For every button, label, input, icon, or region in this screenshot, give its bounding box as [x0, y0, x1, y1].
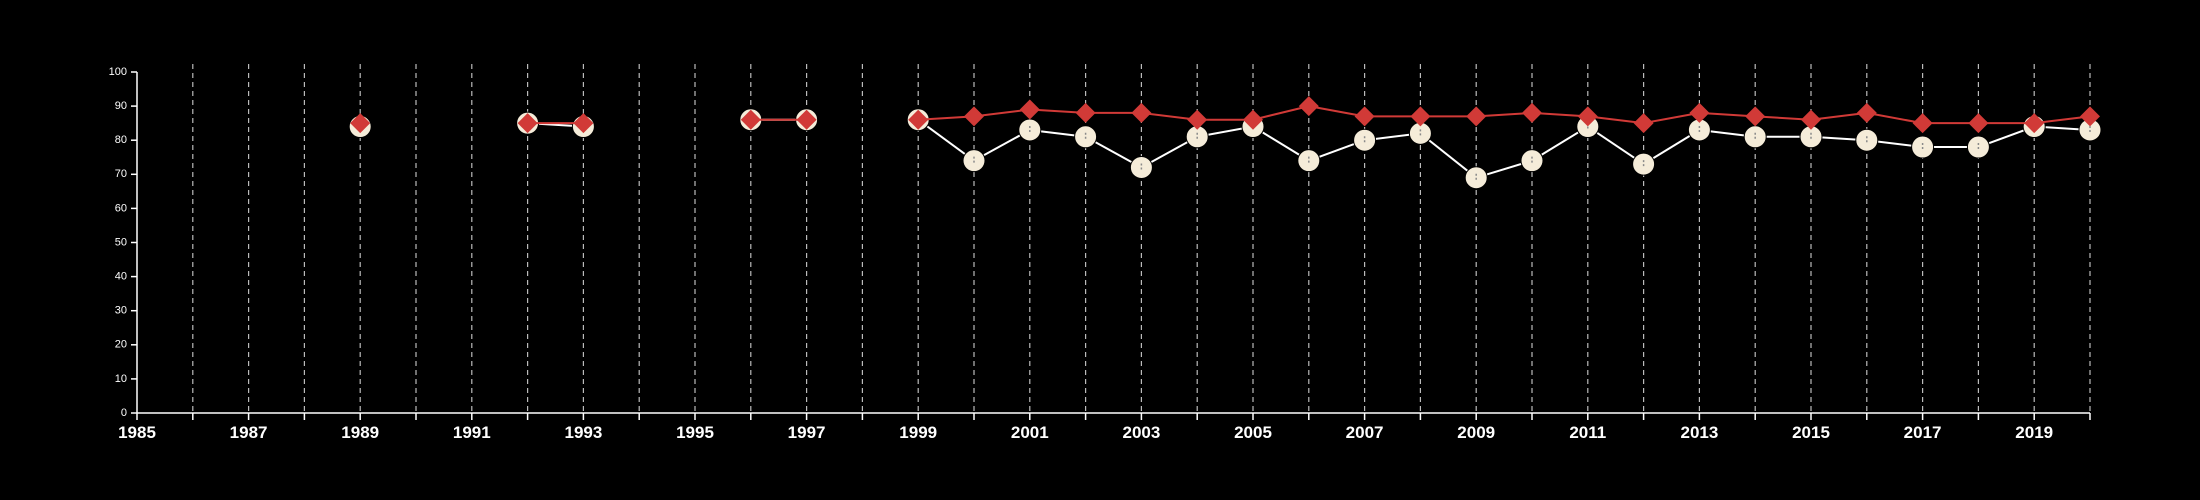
y-tick-label: 90	[115, 100, 127, 112]
diamond-point-2007	[1354, 106, 1375, 127]
x-tick-label: 1985	[118, 423, 156, 442]
series-1-segment	[1587, 115, 1644, 125]
diamond-point-2001	[1019, 99, 1040, 120]
diamond-point-2010	[1522, 102, 1542, 123]
series-layer	[348, 96, 2102, 190]
series-1-segment	[973, 108, 1030, 118]
diamond-point-2015	[1801, 109, 1821, 130]
x-tick-label: 2011	[1569, 423, 1606, 442]
diamond-point-1993	[573, 113, 594, 134]
series-1-segment	[1308, 105, 1365, 118]
x-tick-label: 2013	[1680, 423, 1718, 442]
diamond-point-2004	[1187, 109, 1208, 130]
series-1-segment	[1643, 111, 1700, 125]
diamond-point-2012	[1633, 113, 1654, 134]
x-tick-label: 1987	[230, 423, 268, 442]
y-tick-label: 0	[121, 407, 127, 419]
diamond-point-2008	[1410, 106, 1431, 127]
diamond-point-1992	[517, 113, 538, 134]
diamond-point-2003	[1131, 102, 1152, 123]
x-tick-label: 2007	[1346, 423, 1384, 442]
diamond-point-2006	[1298, 96, 1319, 117]
series-1-segment	[1141, 111, 1198, 121]
diamond-point-1989	[350, 113, 371, 134]
x-tick-label: 2001	[1011, 423, 1049, 442]
series-1-segment	[1866, 111, 1923, 125]
diamond-point-2018	[1968, 113, 1989, 134]
axes: 0 10 20 30 40 50 60 70 80 90 100 1985 1987 1989 1991 19…	[109, 66, 2091, 442]
x-tick-label: 1991	[453, 423, 491, 442]
x-tick-label: 2015	[1792, 423, 1830, 442]
series-0-segment	[917, 118, 975, 162]
diamond-point-2017	[1912, 113, 1933, 134]
series-1-segment	[1810, 111, 1867, 121]
y-tick-label: 50	[115, 236, 127, 248]
diamond-point-2005	[1243, 109, 1263, 130]
diamond-point-1997	[796, 109, 817, 130]
x-tick-label: 1999	[899, 423, 937, 442]
x-tick-label: 1989	[341, 423, 379, 442]
x-tick-label: 2019	[2015, 423, 2053, 442]
diamond-point-2013	[1689, 102, 1710, 123]
y-tick-label: 70	[115, 168, 127, 180]
y-tick-label: 60	[115, 202, 127, 214]
x-tick-label: 1993	[564, 423, 602, 442]
series-0-circle	[348, 108, 2102, 190]
diamond-point-2014	[1745, 106, 1766, 127]
x-tick-label: 1995	[676, 423, 714, 442]
y-tick-label: 10	[115, 373, 127, 385]
x-tick-label: 2005	[1234, 423, 1272, 442]
series-1-diamond	[350, 96, 2100, 134]
series-0-segment	[1419, 132, 1477, 179]
x-tick-label: 2003	[1122, 423, 1160, 442]
y-tick-label: 30	[115, 305, 127, 317]
series-1-segment	[1252, 105, 1310, 121]
y-tick-label: 40	[115, 271, 127, 283]
diamond-point-1996	[740, 109, 761, 130]
diamond-point-2020	[2080, 106, 2100, 127]
diamond-point-2011	[1577, 106, 1598, 127]
y-tick-label: 20	[115, 339, 127, 351]
x-tick-label: 2009	[1457, 423, 1495, 442]
x-tick-label: 2017	[1904, 423, 1942, 442]
x-tick-label: 1997	[788, 423, 826, 442]
diamond-point-2019	[2024, 113, 2045, 134]
y-tick-label: 80	[115, 134, 127, 146]
diamond-point-2000	[964, 106, 984, 127]
y-tick-label: 100	[109, 66, 127, 78]
diamond-point-2009	[1466, 106, 1487, 127]
diamond-point-2016	[1856, 102, 1877, 123]
diamond-point-2002	[1075, 102, 1096, 123]
series-1-segment	[2034, 115, 2091, 125]
diamond-point-1999	[908, 109, 929, 130]
